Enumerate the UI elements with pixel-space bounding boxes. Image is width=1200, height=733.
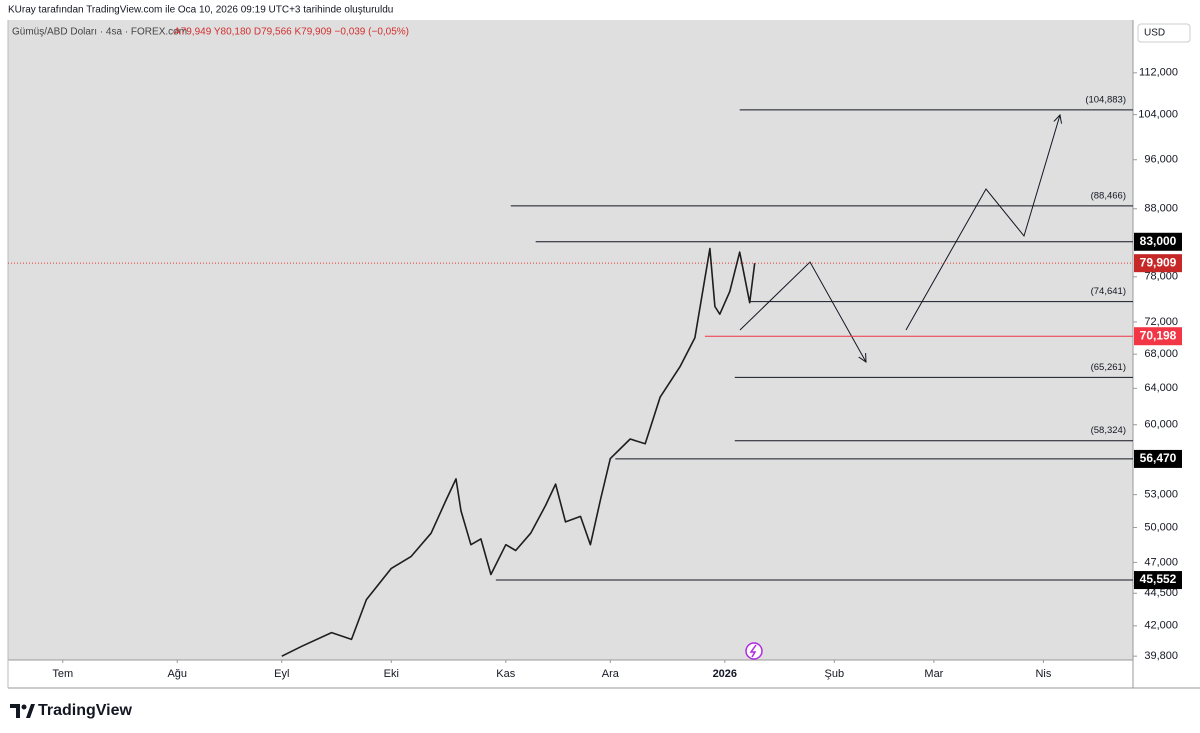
event-icon-bolt — [749, 644, 757, 658]
last-price-label: 79,909 — [1140, 255, 1177, 269]
level-box — [1134, 449, 1182, 468]
x-tick-label: Tem — [52, 668, 73, 680]
level-box-label: 56,470 — [1140, 451, 1177, 465]
event-icon[interactable] — [745, 642, 763, 660]
footer-logo: TradingView — [10, 702, 133, 719]
y-tick-label: 78,000 — [1144, 271, 1178, 283]
price-line — [281, 247, 756, 657]
x-tick-label: Şub — [825, 668, 845, 680]
y-tick-label: 64,000 — [1144, 382, 1178, 394]
y-tick-label: 42,000 — [1144, 620, 1178, 632]
logo-mark — [26, 704, 35, 718]
x-tick-label: Eki — [384, 668, 399, 680]
y-tick-label: 39,800 — [1144, 650, 1178, 662]
projection-arrow — [905, 115, 1060, 331]
x-tick-label: Kas — [496, 668, 515, 680]
level-box — [1134, 232, 1182, 251]
plot-area — [8, 20, 1133, 660]
y-tick-label: 47,000 — [1144, 556, 1178, 568]
y-tick-label: 60,000 — [1144, 419, 1178, 431]
level-label: (58,324) — [1091, 425, 1126, 436]
last-price-box — [1134, 254, 1182, 273]
level-label: (65,261) — [1091, 362, 1126, 373]
currency: USD — [1144, 28, 1165, 39]
ohlc: A79,949 Y80,180 D79,566 K79,909 −0,039 (… — [174, 27, 409, 38]
symbol: Gümüş/ABD Doları · 4sa · FOREX.com — [12, 27, 187, 38]
x-tick-label: Ağu — [167, 668, 187, 680]
logo-mark — [10, 704, 20, 718]
logo-mark — [21, 704, 27, 710]
y-tick-label: 50,000 — [1144, 521, 1178, 533]
credit: KUray tarafından TradingView.com ile Oca… — [8, 5, 393, 16]
level-label: (88,466) — [1091, 190, 1126, 201]
currency-box[interactable] — [1137, 23, 1191, 43]
x-tick-label: Mar — [924, 668, 943, 680]
y-tick-label: 68,000 — [1144, 348, 1178, 360]
projection-arrow — [739, 261, 866, 362]
x-tick-label: Ara — [602, 668, 620, 680]
level-box — [1134, 571, 1182, 590]
y-tick-label: 72,000 — [1144, 316, 1178, 328]
x-tick-label: Eyl — [274, 668, 289, 680]
y-tick-label: 88,000 — [1144, 203, 1178, 215]
level-label: (74,641) — [1091, 286, 1126, 297]
y-tick-label: 104,000 — [1138, 109, 1178, 121]
y-tick-label: 53,000 — [1144, 489, 1178, 501]
level-box-label: 45,552 — [1140, 572, 1177, 586]
level-label: (104,883) — [1085, 94, 1126, 105]
level-box-label: 83,000 — [1140, 234, 1177, 248]
level-box — [1134, 327, 1182, 346]
brand: TradingView — [38, 702, 133, 719]
y-tick-label: 44,500 — [1144, 587, 1178, 599]
x-tick-label: Nis — [1035, 668, 1051, 680]
x-tick-label: 2026 — [713, 668, 737, 680]
y-tick-label: 96,000 — [1144, 154, 1178, 166]
level-box-label: 70,198 — [1140, 328, 1177, 342]
y-tick-label: 112,000 — [1139, 67, 1178, 79]
